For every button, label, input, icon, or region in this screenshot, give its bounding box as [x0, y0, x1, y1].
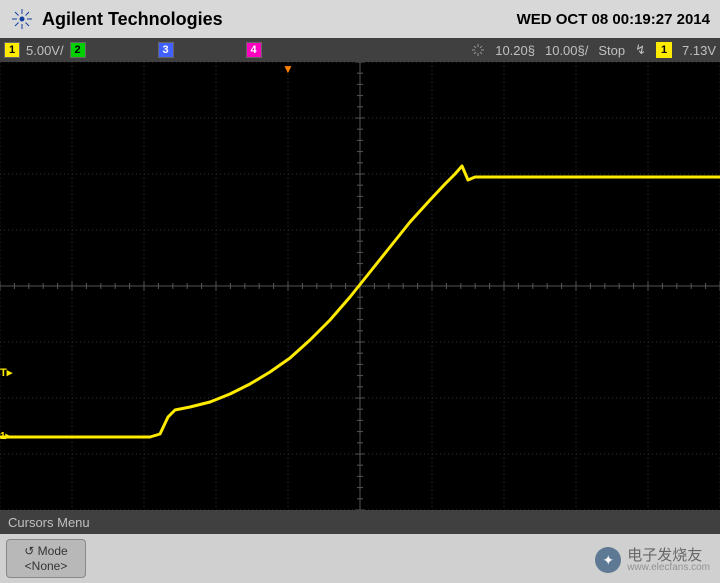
run-state[interactable]: Stop [598, 43, 625, 58]
softkey-mode-value: <None> [25, 559, 68, 573]
trigger-position-marker: ▼ [282, 62, 294, 76]
menu-title: Cursors Menu [8, 515, 90, 530]
ground-ref-marker: 1▸ [0, 431, 11, 442]
datetime-text: WED OCT 08 00:19:27 2014 [517, 11, 710, 28]
header-bar: Agilent Technologies WED OCT 08 00:19:27… [0, 0, 720, 38]
softkey-mode[interactable]: ↺ Mode <None> [6, 539, 86, 578]
watermark: ✦ 电子发烧友 www.elecfans.com [595, 547, 710, 573]
status-bar: 1 5.00V/ 2 3 4 10.20§ 10.00§/ Stop ↯ 1 7… [0, 38, 720, 62]
trigger-edge-icon: ↯ [635, 42, 646, 58]
trigger-level-marker: T▸ [0, 366, 12, 379]
softkey-mode-label: ↺ Mode [24, 544, 67, 558]
brand-name: Agilent Technologies [42, 9, 223, 30]
channel-1-badge[interactable]: 1 [4, 42, 20, 58]
menu-title-bar: Cursors Menu [0, 510, 720, 534]
trigger-channel-badge[interactable]: 1 [656, 42, 672, 58]
agilent-logo-icon [10, 7, 34, 31]
channel-4-badge[interactable]: 4 [246, 42, 262, 58]
timebase-icon [471, 43, 485, 57]
brand-area: Agilent Technologies [10, 7, 223, 31]
channel-3-badge[interactable]: 3 [158, 42, 174, 58]
trigger-level: 7.13V [682, 43, 716, 58]
channel-2-badge[interactable]: 2 [70, 42, 86, 58]
watermark-cn: 电子发烧友 [627, 548, 710, 563]
watermark-url: www.elecfans.com [627, 563, 710, 573]
scope-grid [0, 62, 720, 510]
time-scale: 10.00§/ [545, 43, 588, 58]
waveform-display[interactable]: ▼ T▸ 1▸ [0, 62, 720, 510]
time-delay: 10.20§ [495, 43, 535, 58]
watermark-icon: ✦ [595, 547, 621, 573]
channel-1-scale: 5.00V/ [26, 43, 64, 58]
